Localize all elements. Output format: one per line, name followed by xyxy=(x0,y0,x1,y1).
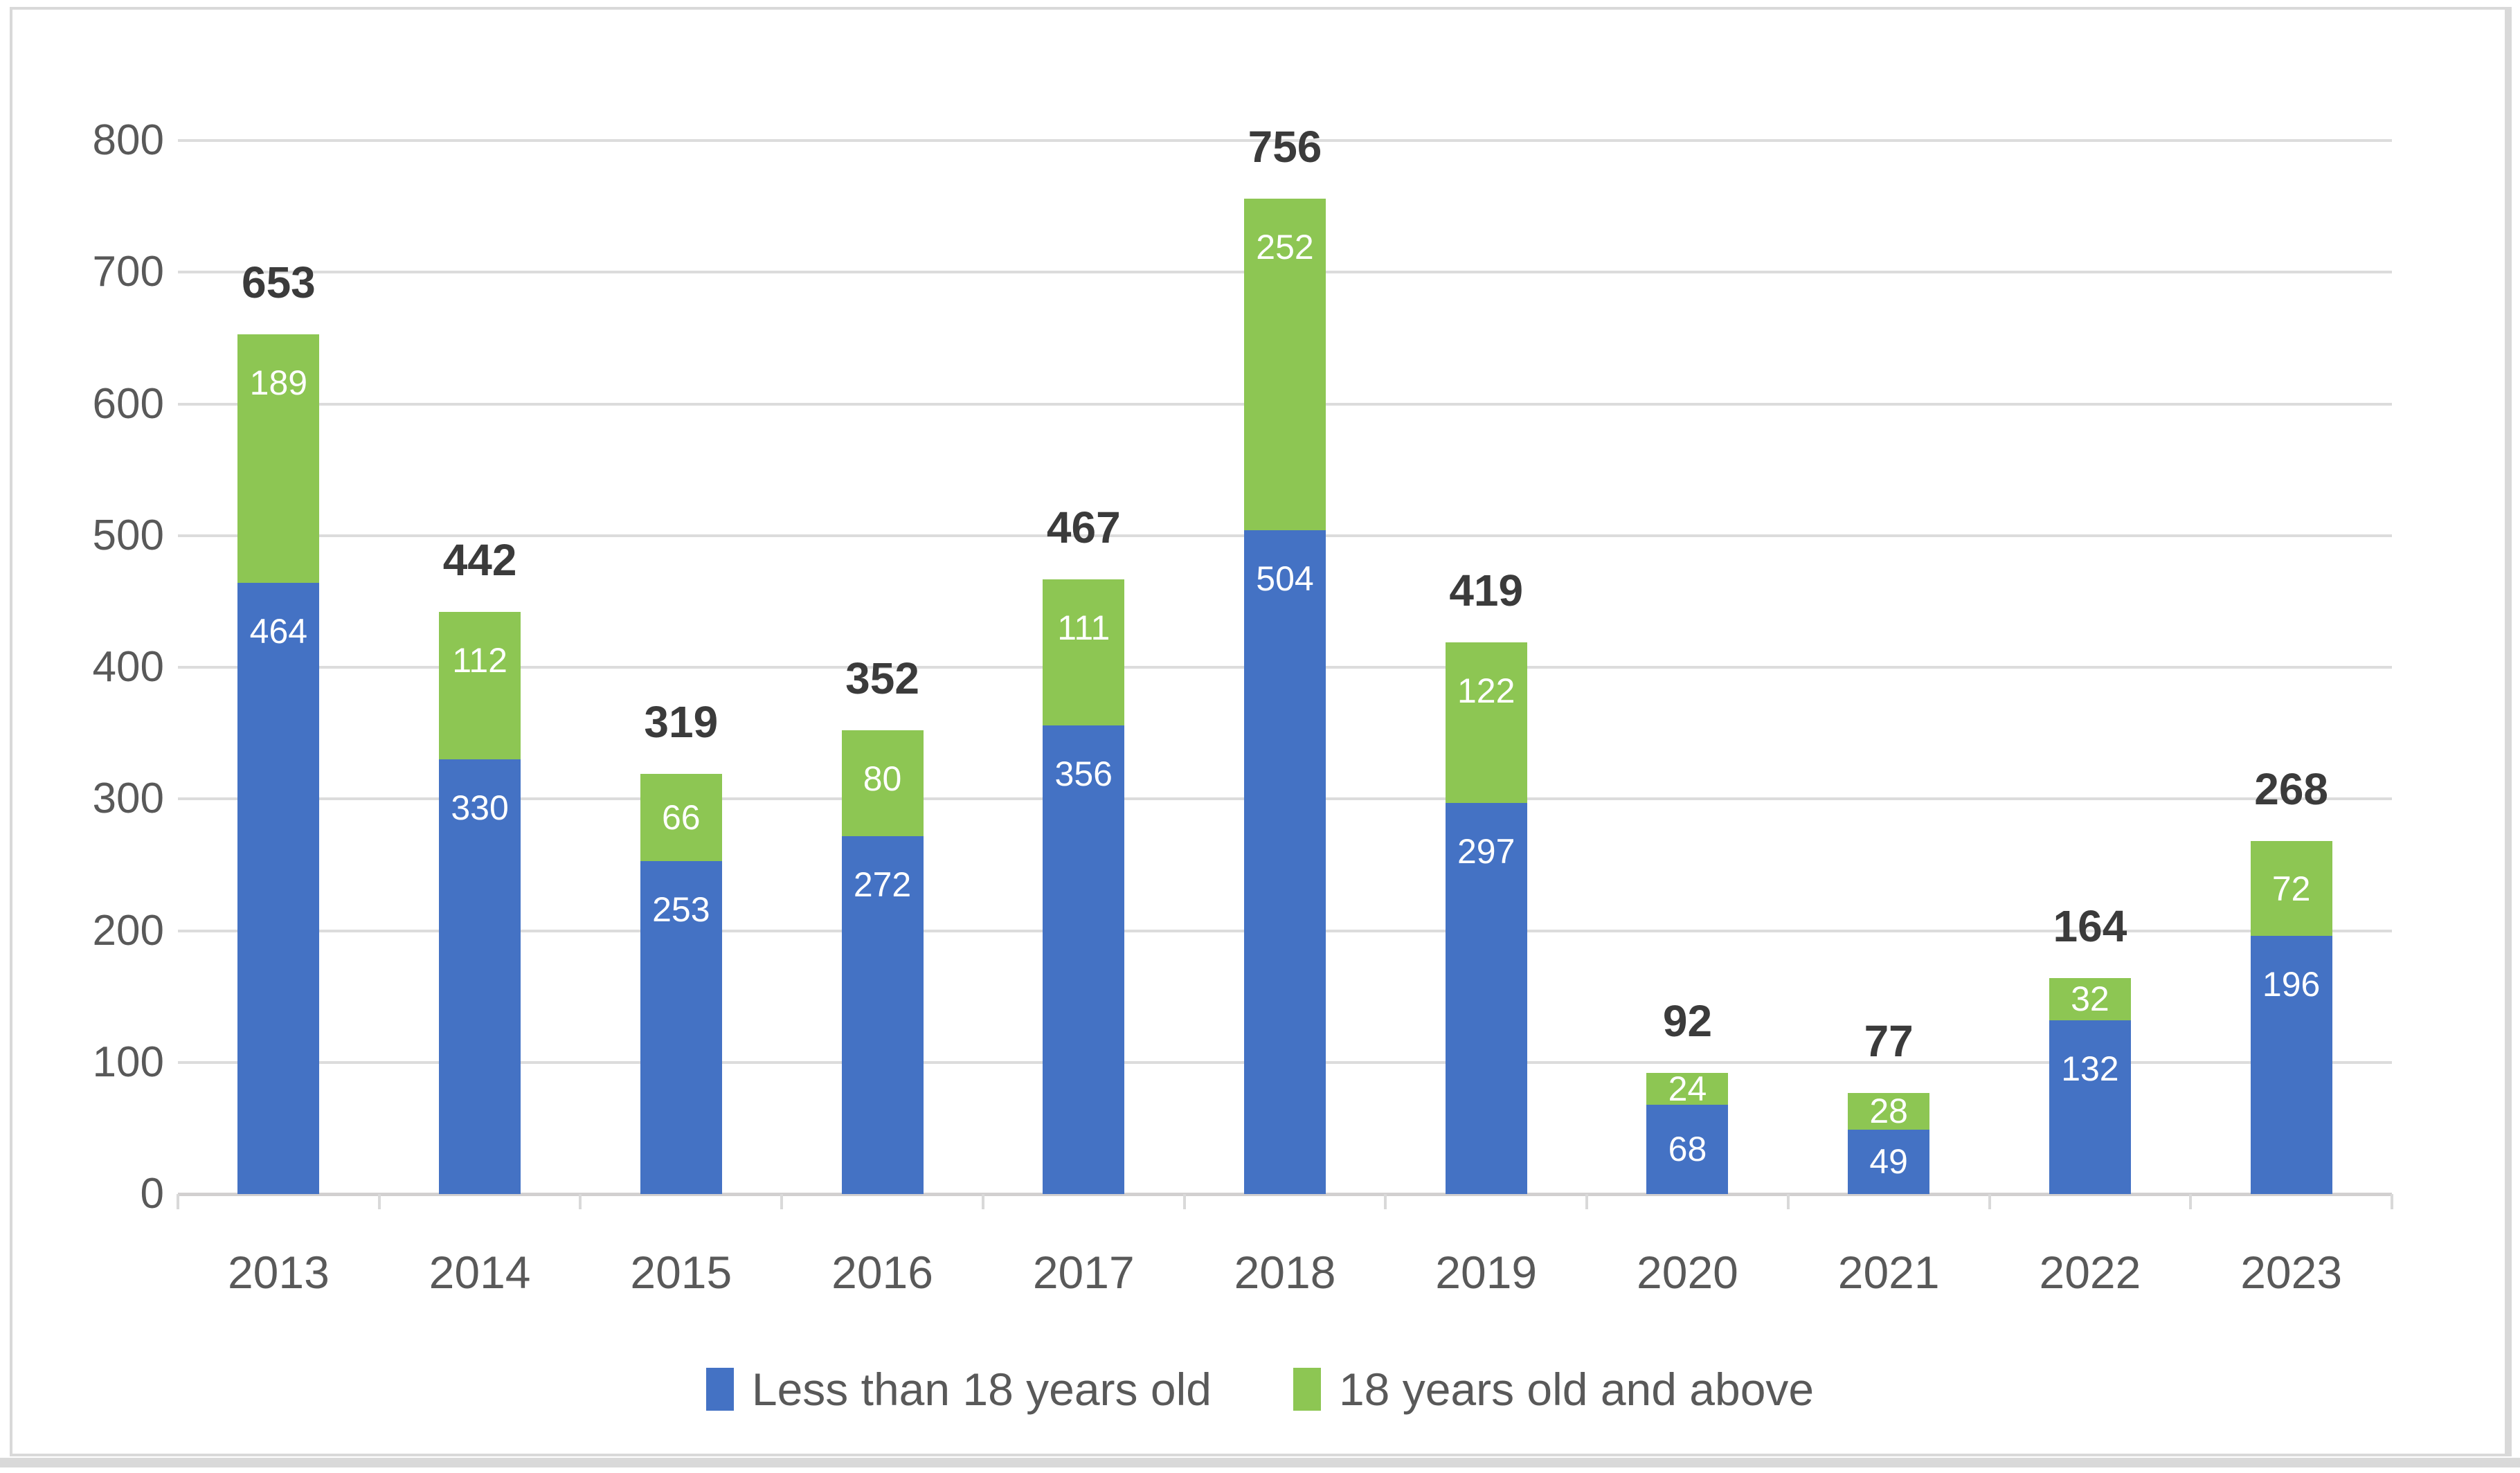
x-axis-label-2021: 2021 xyxy=(1837,1247,1940,1298)
legend-item-under-18: Less than 18 years old xyxy=(705,1364,1212,1415)
total-value-2016: 352 xyxy=(845,653,919,704)
x-axis-label-2017: 2017 xyxy=(1032,1247,1135,1298)
legend: Less than 18 years old 18 years old and … xyxy=(0,1358,2520,1420)
y-axis-tick-label: 600 xyxy=(92,379,164,428)
bar-segment-under-18-2017 xyxy=(1043,725,1125,1194)
bar-segment-18-and-above-2018 xyxy=(1244,198,1326,531)
x-axis-label-2015: 2015 xyxy=(630,1247,732,1298)
segment-value-18-and-above-2016: 80 xyxy=(863,759,902,799)
y-axis-tick-label: 500 xyxy=(92,511,164,559)
bar-segment-under-18-2018 xyxy=(1244,530,1326,1194)
segment-value-under-18-2018: 504 xyxy=(1256,559,1314,599)
bar-segment-18-and-above-2017 xyxy=(1043,579,1125,725)
segment-value-under-18-2022: 132 xyxy=(2061,1049,2119,1088)
total-value-2018: 756 xyxy=(1248,121,1322,172)
total-value-2019: 419 xyxy=(1449,565,1524,615)
segment-value-under-18-2014: 330 xyxy=(451,788,509,828)
bar-segment-under-18-2023 xyxy=(2250,936,2332,1194)
total-value-2015: 319 xyxy=(644,697,719,748)
segment-value-18-and-above-2022: 32 xyxy=(2071,979,2109,1019)
segment-value-under-18-2019: 297 xyxy=(1457,831,1515,871)
total-value-2023: 268 xyxy=(2254,764,2329,815)
segment-value-18-and-above-2021: 28 xyxy=(1869,1092,1908,1131)
legend-label-under-18: Less than 18 years old xyxy=(751,1364,1212,1415)
legend-marker-under-18 xyxy=(705,1368,734,1411)
segment-value-18-and-above-2018: 252 xyxy=(1256,227,1314,266)
bar-segment-18-and-above-2022 xyxy=(2049,977,2131,1020)
legend-label-18-and-above: 18 years old and above xyxy=(1338,1364,1815,1415)
total-value-2017: 467 xyxy=(1046,502,1121,552)
segment-value-18-and-above-2019: 122 xyxy=(1457,671,1515,710)
y-axis-tick-label: 700 xyxy=(92,248,164,296)
y-axis-tick-label: 400 xyxy=(92,643,164,691)
segment-value-under-18-2015: 253 xyxy=(652,889,710,929)
segment-value-18-and-above-2013: 189 xyxy=(249,363,308,402)
total-value-2022: 164 xyxy=(2053,901,2127,951)
bar-segment-18-and-above-2023 xyxy=(2250,841,2332,937)
segment-value-under-18-2020: 68 xyxy=(1668,1130,1707,1169)
x-axis-tick xyxy=(579,1194,582,1209)
y-axis-tick-label: 300 xyxy=(92,775,164,823)
segment-value-18-and-above-2017: 111 xyxy=(1057,608,1110,647)
x-axis-label-2023: 2023 xyxy=(2240,1247,2343,1298)
x-axis-label-2016: 2016 xyxy=(831,1247,933,1298)
legend-marker-18-and-above xyxy=(1293,1368,1321,1411)
gridline-800 xyxy=(178,139,2392,142)
x-axis-label-2020: 2020 xyxy=(1637,1247,1738,1298)
x-axis-label-2013: 2013 xyxy=(227,1247,330,1298)
x-axis-tick xyxy=(2391,1194,2393,1209)
x-axis-label-2014: 2014 xyxy=(429,1247,531,1298)
x-axis-tick xyxy=(1988,1194,1991,1209)
bar-segment-under-18-2013 xyxy=(237,583,320,1194)
y-axis-tick-label: 200 xyxy=(92,906,164,955)
bar-segment-under-18-2020 xyxy=(1646,1104,1729,1194)
bar-segment-under-18-2019 xyxy=(1445,802,1527,1194)
bar-segment-18-and-above-2020 xyxy=(1646,1072,1729,1105)
segment-value-under-18-2021: 49 xyxy=(1869,1142,1908,1182)
bar-segment-18-and-above-2014 xyxy=(439,612,521,760)
total-value-2013: 653 xyxy=(241,257,316,307)
x-axis-tick xyxy=(1182,1194,1186,1209)
y-axis-tick-label: 800 xyxy=(92,116,164,164)
segment-value-under-18-2016: 272 xyxy=(853,865,912,904)
x-axis-label-2018: 2018 xyxy=(1234,1247,1336,1298)
x-axis-tick xyxy=(377,1194,381,1209)
total-value-2021: 77 xyxy=(1864,1015,1914,1066)
x-axis-tick xyxy=(2189,1194,2193,1209)
bar-segment-under-18-2015 xyxy=(640,860,722,1194)
segment-value-under-18-2017: 356 xyxy=(1054,754,1113,793)
total-value-2014: 442 xyxy=(442,535,517,586)
y-axis-tick-label: 100 xyxy=(92,1038,164,1086)
bar-segment-18-and-above-2016 xyxy=(841,730,924,836)
bar-segment-18-and-above-2021 xyxy=(1848,1092,1930,1130)
bar-segment-under-18-2022 xyxy=(2049,1020,2131,1194)
x-axis-tick xyxy=(1585,1194,1589,1209)
x-axis-tick xyxy=(1786,1194,1790,1209)
x-axis-label-2022: 2022 xyxy=(2039,1247,2141,1298)
x-axis-line xyxy=(178,1193,2392,1196)
bar-segment-18-and-above-2015 xyxy=(640,774,722,861)
chart-frame-shadow xyxy=(0,1458,2520,1467)
x-axis-label-2019: 2019 xyxy=(1435,1247,1538,1298)
segment-value-18-and-above-2015: 66 xyxy=(662,797,701,837)
bar-segment-under-18-2021 xyxy=(1848,1129,1930,1194)
x-axis-tick xyxy=(177,1194,179,1209)
bar-segment-under-18-2014 xyxy=(439,759,521,1194)
segment-value-18-and-above-2014: 112 xyxy=(452,641,507,680)
bar-segment-18-and-above-2019 xyxy=(1445,642,1527,803)
x-axis-tick xyxy=(981,1194,984,1209)
legend-item-18-and-above: 18 years old and above xyxy=(1293,1365,1814,1413)
bar-segment-under-18-2016 xyxy=(841,835,924,1194)
y-axis-tick-label: 0 xyxy=(140,1170,164,1218)
segment-value-under-18-2013: 464 xyxy=(249,612,308,651)
segment-value-18-and-above-2023: 72 xyxy=(2271,869,2311,908)
segment-value-18-and-above-2020: 24 xyxy=(1668,1069,1707,1108)
x-axis-tick xyxy=(1384,1194,1387,1209)
x-axis-tick xyxy=(780,1194,784,1209)
total-value-2020: 92 xyxy=(1662,995,1713,1046)
bar-segment-18-and-above-2013 xyxy=(237,334,320,584)
segment-value-under-18-2023: 196 xyxy=(2262,965,2321,1004)
